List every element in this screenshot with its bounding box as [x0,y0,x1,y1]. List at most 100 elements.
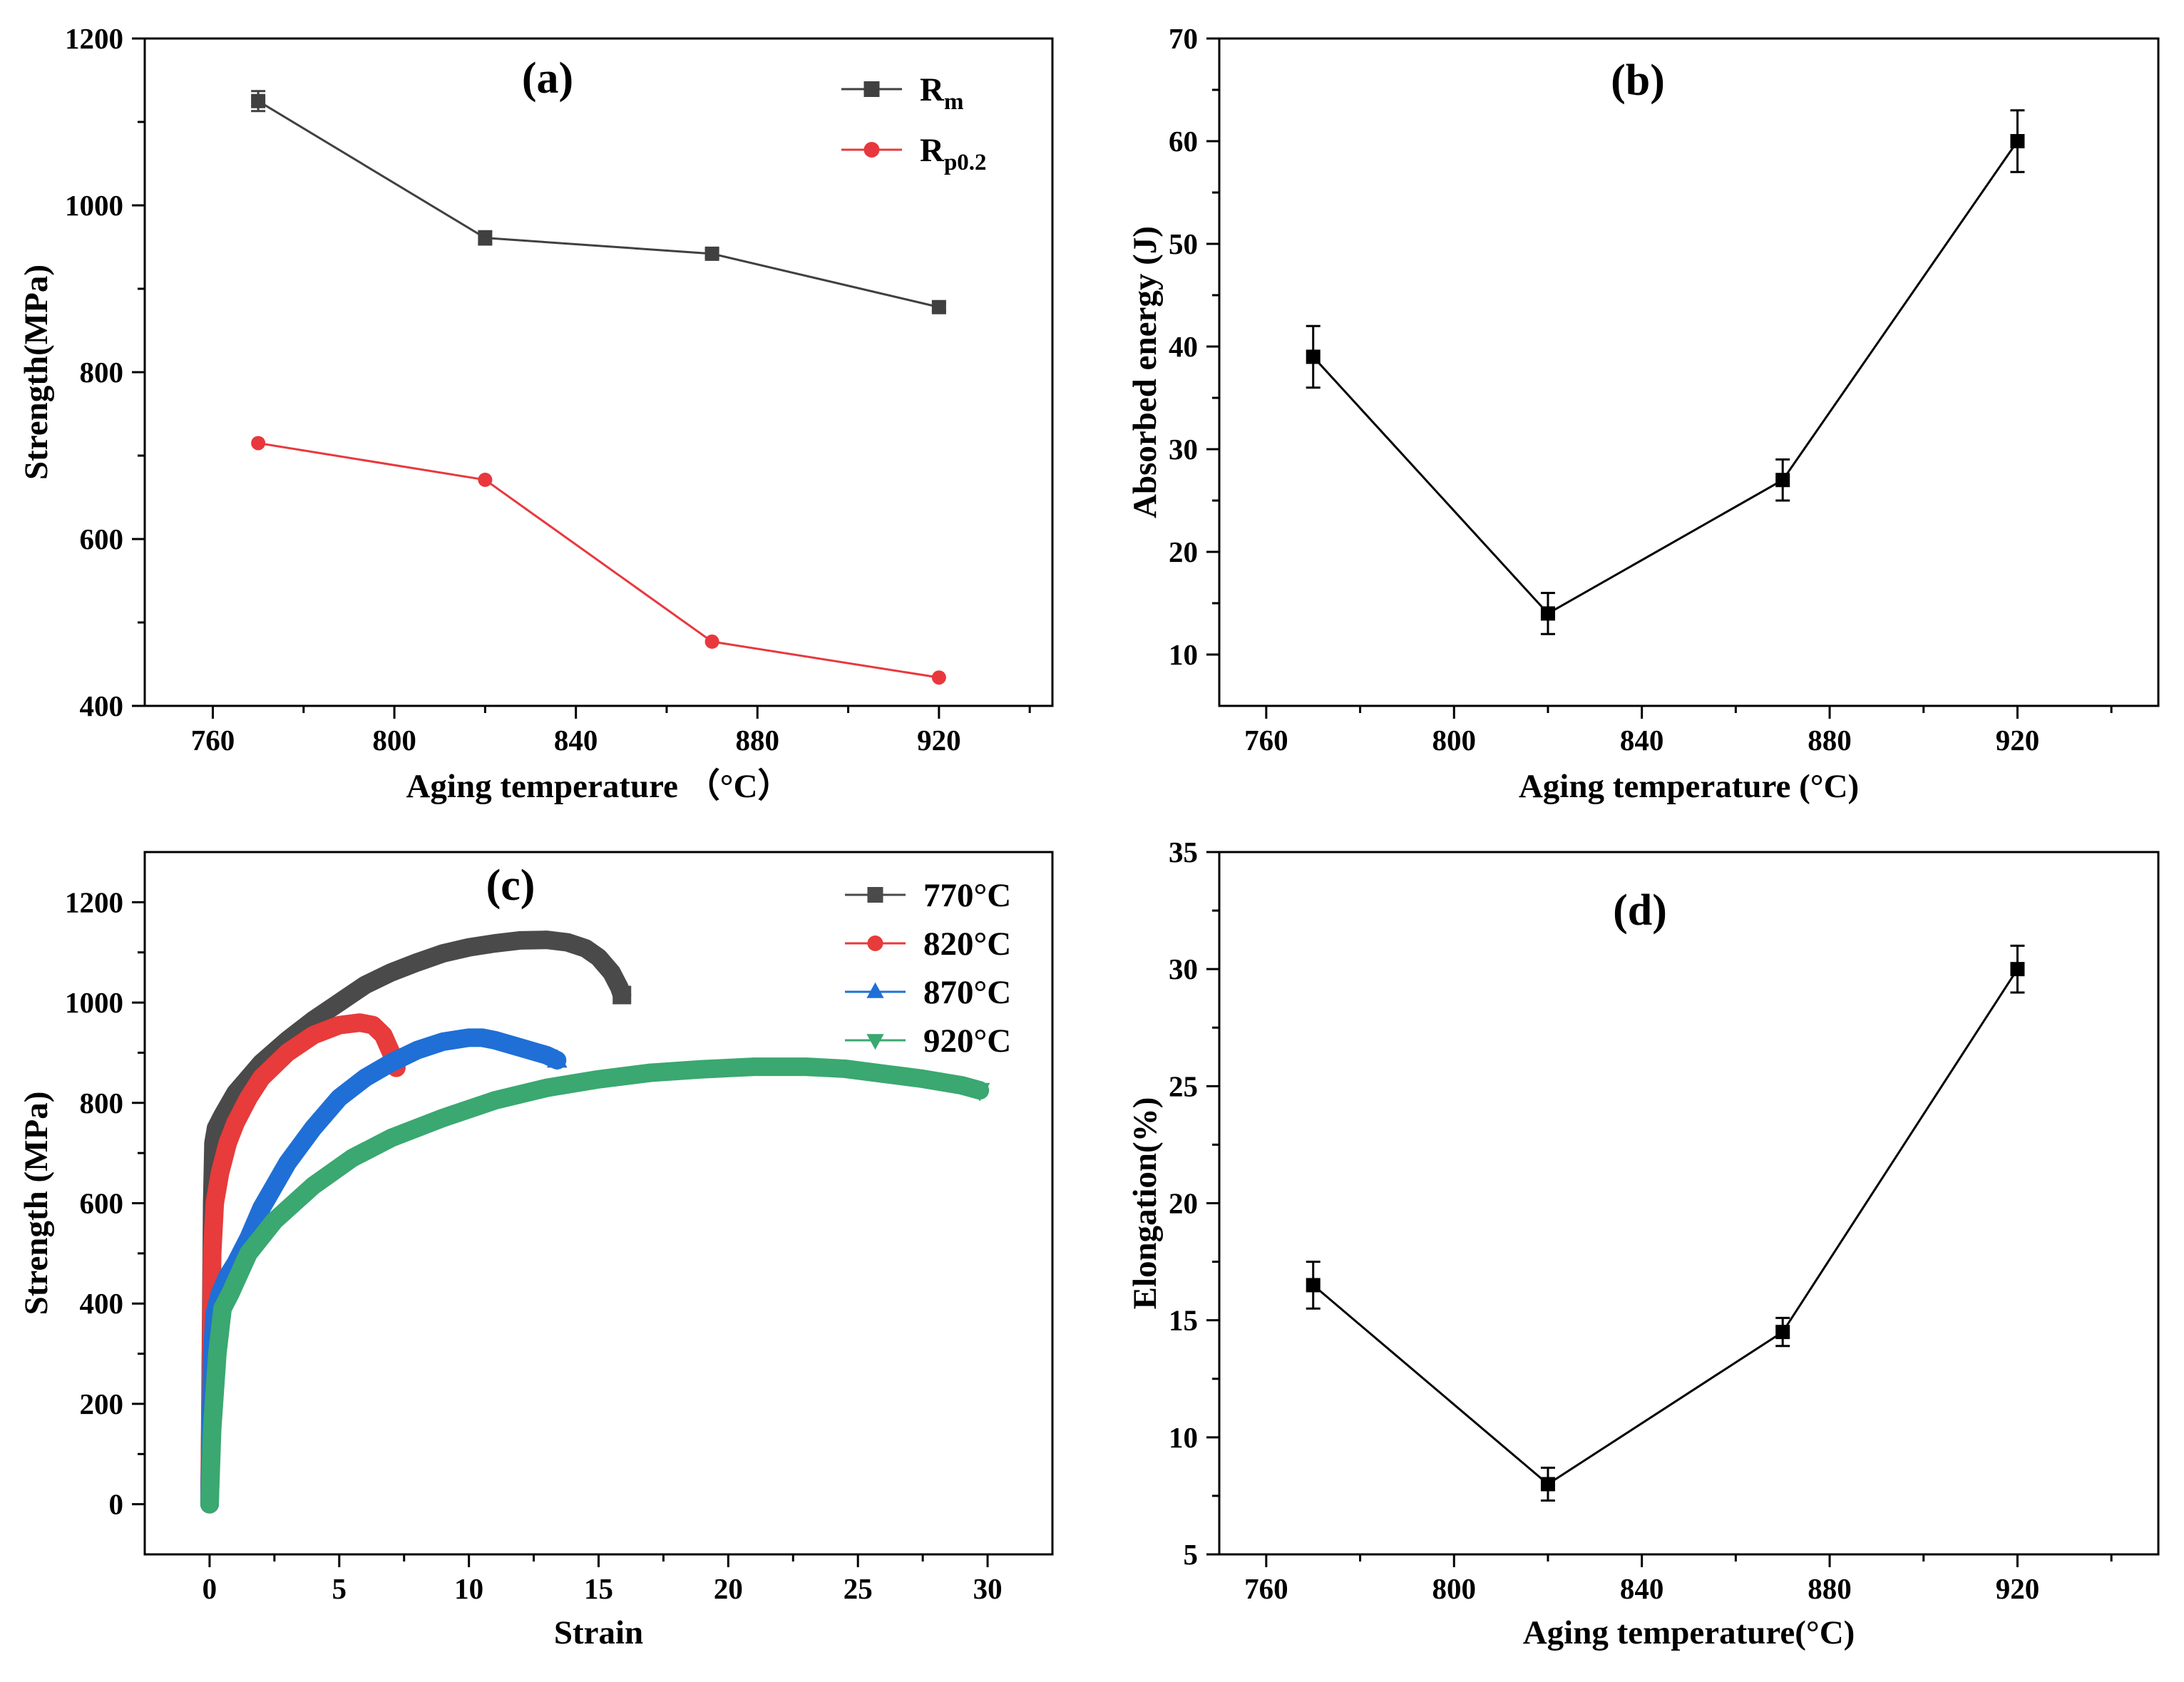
legend-marker [863,81,880,97]
panel-a: 760 800 840 880 920 400 600 800 1000 1200 Aging te… [18,22,1054,805]
plot-frame [1218,37,2160,707]
series-line [200,1028,567,1514]
data-point [478,472,493,487]
plot-frame [143,37,1054,707]
legend-label-main: R [920,71,945,108]
data-point [1306,1278,1321,1293]
y-tick-label: 30 [1169,953,1198,985]
x-tick-label: 920 [1996,1572,2040,1605]
y-axis-title: Strength(MPa) [18,265,55,480]
series-line [200,1013,406,1514]
data-point [931,299,946,314]
x-tick-label: 15 [584,1572,613,1605]
legend-marker [866,1034,884,1050]
y-tick-label: 200 [80,1388,124,1420]
legend-label-sub: m [944,89,964,115]
panel-b: 760 800 840 880 920 10 20 30 40 50 60 70 Aging tempe… [1127,22,2160,805]
y-tick-label: 0 [109,1488,124,1521]
data-point [612,985,632,1005]
data-point [251,436,266,451]
legend-marker [866,982,884,998]
data-point [1775,473,1790,488]
legend-marker [867,935,883,951]
legend-label: Rm [920,71,963,115]
y-tick-label: 35 [1169,836,1198,868]
x-tick-label: 880 [736,724,780,757]
series-0 [200,930,632,1514]
y-tick-label: 800 [80,1087,124,1119]
y-tick-label: 1000 [65,189,123,222]
y-axis-title: Elongation(%) [1127,1097,1164,1310]
y-axis-title: Strength (MPa) [18,1092,55,1316]
panel-label: (d) [1613,886,1667,935]
x-tick-label: 920 [1996,724,2040,757]
x-tick-label: 800 [1432,724,1477,757]
panel-d: 760 800 840 880 920 5 10 15 20 25 30 35 Aging temper… [1127,836,2160,1651]
y-tick-label: 30 [1169,433,1198,466]
y-tick-label: 1200 [65,886,123,918]
y-tick-label: 70 [1169,22,1198,55]
panel-c: 0 5 10 15 20 25 30 0 200 400 600 800 1000 1200 Strain S… [18,851,1054,1651]
x-tick-label: 760 [1244,724,1288,757]
y-tick-label: 600 [80,1187,124,1220]
y-tick-label: 400 [80,689,124,722]
data-point [969,1082,990,1102]
y-axis-title: Absorbed energy (J) [1127,226,1164,518]
x-axis-title: Aging temperature （°C） [406,768,791,805]
series-line [257,441,940,679]
data-point [704,634,719,649]
data-point [1775,1325,1790,1340]
y-tick-label: 10 [1169,638,1198,671]
y-tick-label: 40 [1169,330,1198,363]
x-tick-label: 840 [1620,1572,1664,1605]
data-point [704,246,719,261]
x-axis-title: Strain [554,1614,643,1651]
y-tick-label: 20 [1169,535,1198,568]
series-0 [1306,109,2025,635]
data-point [478,230,493,245]
x-tick-label: 840 [554,724,598,757]
x-tick-label: 5 [332,1572,347,1605]
legend-label-sub: p0.2 [944,150,987,175]
legend-label: Rp0.2 [920,132,987,175]
data-point [1306,349,1321,364]
y-tick-label: 800 [80,356,124,389]
x-tick-label: 25 [844,1572,873,1605]
data-point [547,1049,568,1068]
data-point [1540,606,1555,621]
y-tick-label: 60 [1169,125,1198,158]
y-tick-label: 1200 [65,22,123,55]
panel-label: (b) [1611,56,1665,105]
x-tick-label: 800 [1432,1572,1477,1605]
legend-label: 870°C [923,974,1011,1011]
x-tick-label: 800 [372,724,416,757]
series-2 [200,1028,568,1514]
data-point [931,670,946,685]
panel-label: (c) [486,861,535,910]
series-line [200,1057,990,1514]
legend: 770°C 820°C 870°C 920°C [845,877,1011,1060]
series-line [1312,140,2019,615]
panel-label: (a) [522,54,573,103]
x-tick-label: 880 [1808,1572,1852,1605]
x-axis-title: Aging temperature (°C) [1519,768,1859,805]
legend-label: 920°C [923,1022,1011,1060]
y-tick-label: 50 [1169,227,1198,260]
x-tick-label: 20 [714,1572,743,1605]
legend-label: 770°C [923,877,1011,914]
y-tick-label: 15 [1169,1304,1198,1337]
x-tick-label: 10 [454,1572,483,1605]
data-point [1540,1477,1555,1492]
x-tick-label: 0 [202,1572,217,1605]
series-0 [251,90,946,314]
x-tick-label: 840 [1620,724,1664,757]
series-1 [251,436,946,685]
series-0 [1306,944,2025,1502]
y-tick-label: 5 [1184,1538,1199,1571]
data-point [2010,962,2025,977]
y-tick-label: 10 [1169,1421,1198,1454]
x-tick-label: 760 [191,724,235,757]
y-tick-label: 25 [1169,1070,1198,1102]
